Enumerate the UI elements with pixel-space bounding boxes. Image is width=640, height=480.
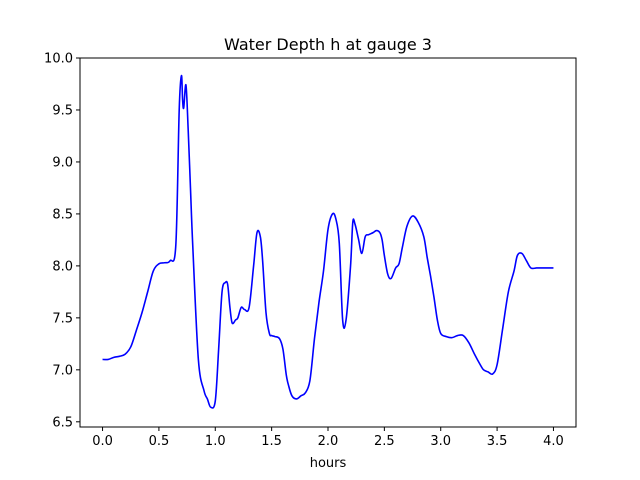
- y-tick-label: 8.0: [52, 259, 73, 274]
- y-axis-ticks: 6.5 7.0 7.5 8.0 8.5 9.0 9.5 10.0: [44, 52, 80, 430]
- x-tick-label: 0.5: [149, 434, 170, 449]
- x-tick-label: 4.0: [543, 434, 564, 449]
- plot-area: [102, 74, 554, 409]
- x-tick-label: 2.5: [374, 434, 395, 449]
- y-tick-label: 7.0: [52, 363, 73, 378]
- y-tick-label: 9.0: [52, 155, 73, 170]
- y-tick-label: 10.0: [44, 52, 73, 67]
- x-tick-label: 3.0: [430, 434, 451, 449]
- axes-frame: [79, 57, 577, 428]
- x-tick-label: 1.0: [205, 434, 226, 449]
- x-tick-label: 1.5: [261, 434, 282, 449]
- x-axis-ticks: 0.0 0.5 1.0 1.5 2.0 2.5 3.0 3.5 4.0: [92, 427, 564, 449]
- x-tick-label: 3.5: [487, 434, 508, 449]
- x-tick-label: 2.0: [318, 434, 339, 449]
- chart-title: Water Depth h at gauge 3: [224, 35, 432, 54]
- x-axis-label: hours: [310, 456, 347, 471]
- x-tick-label: 0.0: [92, 434, 113, 449]
- y-tick-label: 9.5: [52, 103, 73, 118]
- y-tick-label: 6.5: [52, 415, 73, 430]
- y-tick-label: 8.5: [52, 207, 73, 222]
- series-line-0: [102, 74, 554, 409]
- y-tick-label: 7.5: [52, 311, 73, 326]
